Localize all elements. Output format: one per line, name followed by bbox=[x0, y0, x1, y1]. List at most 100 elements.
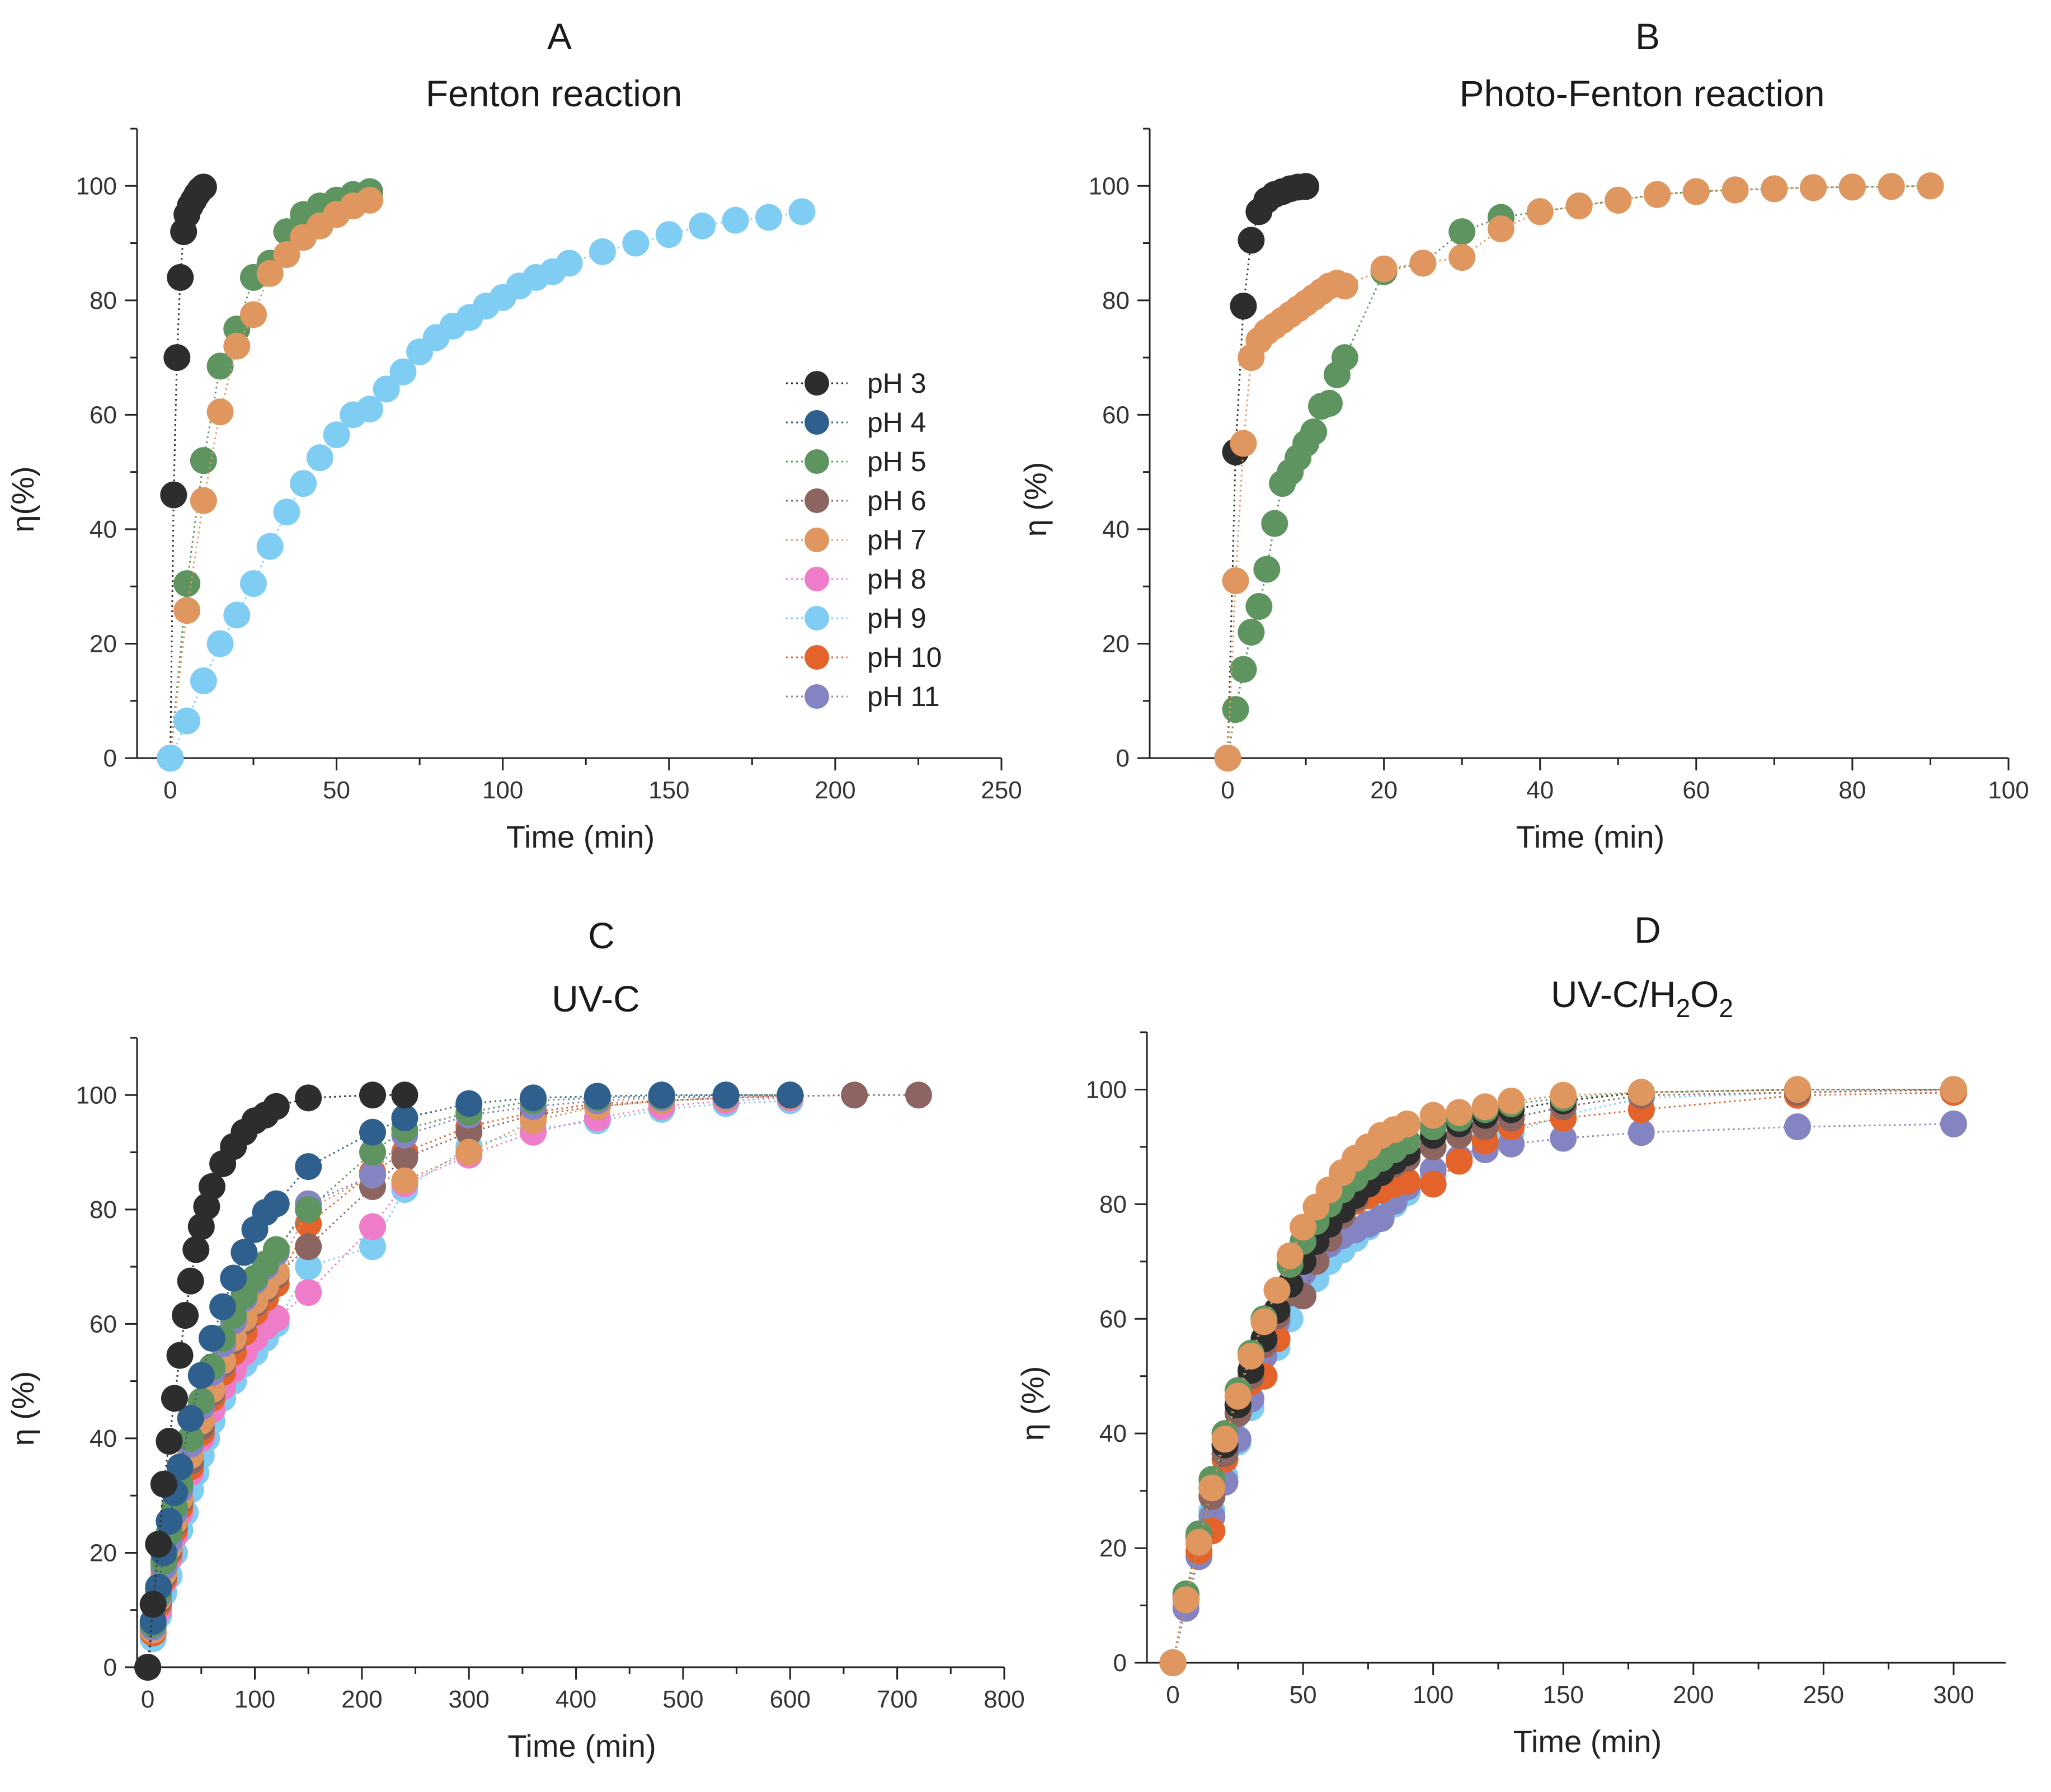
data-point bbox=[1214, 745, 1241, 772]
x-tick-label: 100 bbox=[482, 777, 523, 804]
data-point bbox=[1253, 556, 1281, 583]
data-point bbox=[1172, 1586, 1199, 1614]
data-point bbox=[391, 1081, 418, 1109]
data-point bbox=[134, 1654, 162, 1681]
data-point bbox=[166, 1342, 194, 1369]
panel-letter: B bbox=[1635, 16, 1660, 57]
data-point bbox=[190, 487, 217, 514]
data-point bbox=[712, 1081, 740, 1109]
x-tick-label: 600 bbox=[770, 1686, 811, 1713]
data-point bbox=[190, 447, 217, 474]
data-point bbox=[173, 570, 201, 598]
data-point bbox=[295, 1153, 322, 1180]
data-point bbox=[306, 444, 333, 472]
data-point bbox=[1230, 656, 1257, 683]
data-point bbox=[389, 358, 417, 385]
data-point bbox=[1222, 696, 1249, 723]
data-point bbox=[359, 1081, 386, 1109]
x-tick-label: 300 bbox=[448, 1686, 489, 1713]
y-tick-label: 40 bbox=[1099, 1420, 1127, 1447]
data-point bbox=[177, 1267, 204, 1295]
data-point bbox=[262, 1236, 290, 1263]
data-point bbox=[1238, 227, 1265, 254]
data-point bbox=[1526, 198, 1554, 225]
data-point bbox=[223, 332, 251, 360]
data-point bbox=[160, 481, 187, 509]
data-point bbox=[1487, 215, 1514, 242]
panel-letter: C bbox=[588, 915, 615, 956]
legend-item: pH 6 bbox=[786, 485, 926, 516]
data-point bbox=[1198, 1474, 1226, 1502]
x-tick-label: 800 bbox=[984, 1686, 1024, 1713]
legend-item: pH 11 bbox=[786, 681, 940, 712]
data-point bbox=[220, 1264, 247, 1292]
legend-item: pH 10 bbox=[786, 642, 942, 673]
y-tick-label: 0 bbox=[1116, 745, 1130, 772]
data-point bbox=[295, 1279, 322, 1306]
data-point bbox=[1211, 1426, 1239, 1453]
y-tick-label: 0 bbox=[104, 745, 117, 772]
data-point bbox=[391, 1167, 418, 1194]
data-point bbox=[1238, 1342, 1265, 1370]
data-point bbox=[156, 1428, 183, 1455]
data-point bbox=[161, 1385, 188, 1412]
data-point bbox=[206, 630, 234, 657]
data-point bbox=[145, 1531, 172, 1558]
data-point bbox=[198, 1173, 225, 1200]
legend: pH 3 pH 4 pH 5 pH 6 pH 7 pH 8 pH 9 pH 10 pH 11 bbox=[786, 368, 942, 712]
y-tick-label: 40 bbox=[90, 516, 117, 543]
data-point bbox=[1370, 255, 1398, 283]
y-tick-label: 60 bbox=[1102, 401, 1130, 429]
x-tick-label: 500 bbox=[662, 1686, 703, 1713]
data-point bbox=[256, 260, 284, 287]
title-subscript: 2 bbox=[1676, 994, 1691, 1023]
data-point bbox=[167, 264, 194, 291]
title-part: O bbox=[1690, 973, 1719, 1015]
legend-label: pH 6 bbox=[867, 485, 926, 516]
data-point bbox=[1940, 1110, 1967, 1137]
data-point bbox=[1186, 1528, 1213, 1556]
x-tick-label: 200 bbox=[815, 777, 855, 804]
data-point bbox=[290, 470, 317, 497]
data-point bbox=[239, 301, 267, 328]
y-axis-label: η (%) bbox=[1015, 1366, 1050, 1441]
data-point bbox=[157, 745, 184, 772]
legend-label: pH 3 bbox=[867, 368, 926, 399]
data-point bbox=[1550, 1081, 1577, 1109]
legend-marker bbox=[805, 528, 829, 552]
x-tick-label: 60 bbox=[1682, 777, 1710, 804]
y-tick-label: 20 bbox=[1102, 630, 1130, 657]
y-tick-label: 80 bbox=[90, 1196, 117, 1224]
x-tick-label: 0 bbox=[163, 777, 177, 804]
legend-item: pH 5 bbox=[786, 446, 926, 477]
data-point bbox=[1250, 1308, 1278, 1335]
legend-marker bbox=[805, 449, 829, 474]
y-tick-label: 40 bbox=[90, 1425, 117, 1452]
y-axis-label: η (%) bbox=[5, 1371, 40, 1446]
y-tick-label: 20 bbox=[1099, 1535, 1127, 1562]
legend-label: pH 4 bbox=[867, 407, 926, 438]
data-point bbox=[177, 1405, 204, 1432]
data-point bbox=[359, 1233, 386, 1260]
data-point bbox=[1159, 1649, 1187, 1676]
y-tick-label: 40 bbox=[1102, 516, 1130, 543]
data-point bbox=[391, 1144, 418, 1172]
data-point bbox=[177, 1424, 204, 1452]
legend-item: pH 9 bbox=[786, 603, 926, 634]
x-tick-label: 0 bbox=[1221, 777, 1234, 804]
data-point bbox=[359, 1139, 386, 1166]
data-point bbox=[262, 1190, 290, 1217]
data-point bbox=[166, 1454, 194, 1481]
panel-b-photo-fenton: B Photo-Fenton reaction 0 20 40 60 80 100 0 20 40 6… bbox=[1018, 16, 2029, 854]
legend-marker bbox=[805, 567, 829, 591]
data-point bbox=[1419, 1102, 1447, 1129]
x-tick-label: 200 bbox=[341, 1686, 382, 1713]
x-tick-label: 80 bbox=[1838, 777, 1866, 804]
x-tick-label: 400 bbox=[556, 1686, 596, 1713]
panel-letter: A bbox=[547, 16, 572, 57]
data-point bbox=[1448, 244, 1476, 271]
data-point bbox=[1276, 1242, 1304, 1269]
data-point bbox=[190, 173, 217, 201]
legend-label: pH 11 bbox=[867, 681, 940, 712]
